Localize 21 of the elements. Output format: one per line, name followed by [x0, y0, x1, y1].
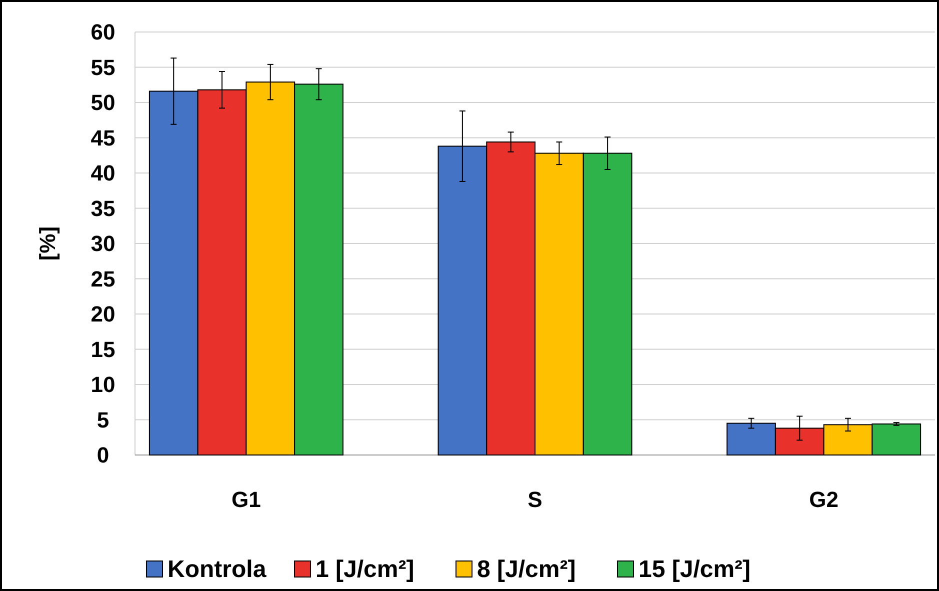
y-tick-label: 40 [90, 160, 116, 186]
y-tick-label: 30 [90, 231, 116, 256]
x-tick-label: S [528, 487, 542, 512]
y-tick-label: 10 [90, 372, 116, 398]
legend-label: Kontrola [168, 556, 267, 583]
x-tick-label: G1 [232, 487, 261, 512]
y-tick-label: 0 [96, 442, 110, 468]
y-tick-label: 25 [90, 266, 116, 292]
y-tick-label: 5 [96, 407, 110, 432]
y-tick-label: 20 [90, 302, 116, 327]
legend-label: 1 [J/cm²] [316, 556, 414, 583]
y-tick-label: 45 [90, 125, 116, 150]
x-tick-label: G2 [809, 487, 838, 512]
legend-label: 15 [J/cm²] [638, 556, 751, 583]
y-axis-title: [%] [35, 226, 60, 261]
y-tick-label: 55 [90, 54, 116, 80]
y-tick-label: 50 [90, 90, 116, 116]
legend-label: 8 [J/cm²] [477, 556, 576, 583]
y-tick-label: 60 [90, 20, 116, 45]
y-tick-label: 15 [90, 336, 116, 362]
y-tick-label: 35 [90, 196, 116, 221]
